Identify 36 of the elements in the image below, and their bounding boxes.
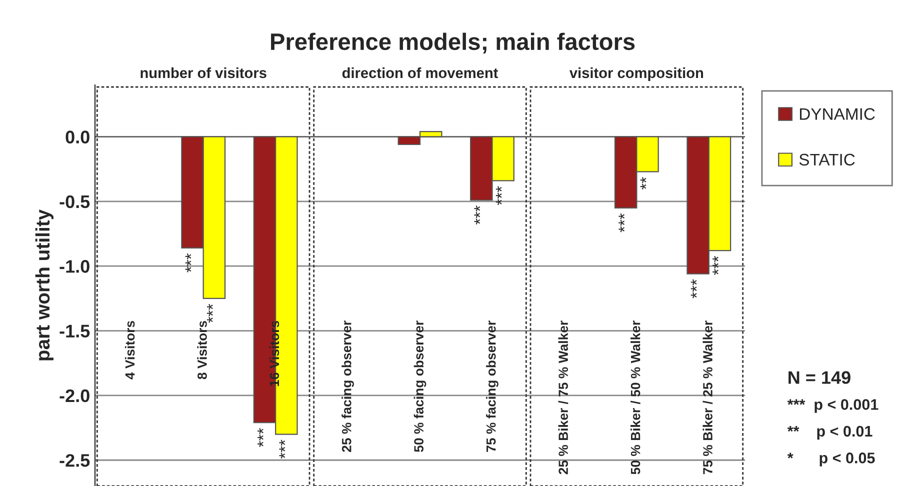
y-tick-label: -2.5 (60, 454, 90, 467)
annotation: *** (690, 279, 697, 298)
annotation: *** (258, 428, 264, 447)
x-tick-label: 75 % Biker / 25 % Walker (702, 320, 713, 474)
text: direction of movement (342, 67, 498, 78)
text: N = 149 (788, 371, 850, 384)
x-tick-label: 8 Visitors (197, 320, 207, 380)
y-tick-label: -2.0 (60, 389, 90, 402)
x-tick-label: 50 % facing observer (414, 320, 426, 452)
y-tick-label: 0.0 (66, 130, 90, 144)
x-tick-label: 25 % facing observer (342, 320, 354, 452)
annotation: ** (640, 177, 646, 190)
y-tick-label: -0.5 (60, 195, 90, 208)
annotation: *** (618, 213, 625, 232)
annotation: *** (712, 256, 718, 275)
y-tick-label: -1.0 (60, 260, 90, 273)
annotation: *** (207, 304, 213, 323)
text: visitor composition (569, 67, 704, 81)
annotation: *** (279, 440, 286, 459)
legend-label: DYNAMIC (800, 108, 875, 120)
y-axis-title: part worth utility (35, 209, 54, 360)
annotation: *** (474, 206, 480, 224)
text: *** p < 0.001 (787, 399, 878, 413)
y-tick-label: -1.5 (60, 324, 90, 338)
x-tick-label: 75 % facing observer (486, 320, 498, 452)
legend-label: STATIC (799, 154, 855, 166)
text: ** p < 0.01 (787, 426, 872, 440)
text: number of visitors (140, 67, 266, 78)
annotation: *** (496, 186, 502, 206)
chart-title: Preference models; main factors (271, 32, 635, 54)
x-tick-label: 16 Visitors (269, 320, 280, 386)
text: * p < 0.05 (787, 452, 875, 466)
annotation: *** (185, 253, 192, 272)
x-tick-label: 25 % Biker / 75 % Walker (558, 320, 568, 474)
x-tick-label: 4 Visitors (124, 320, 135, 380)
x-tick-label: 50 % Biker / 50 % Walker (630, 320, 640, 474)
